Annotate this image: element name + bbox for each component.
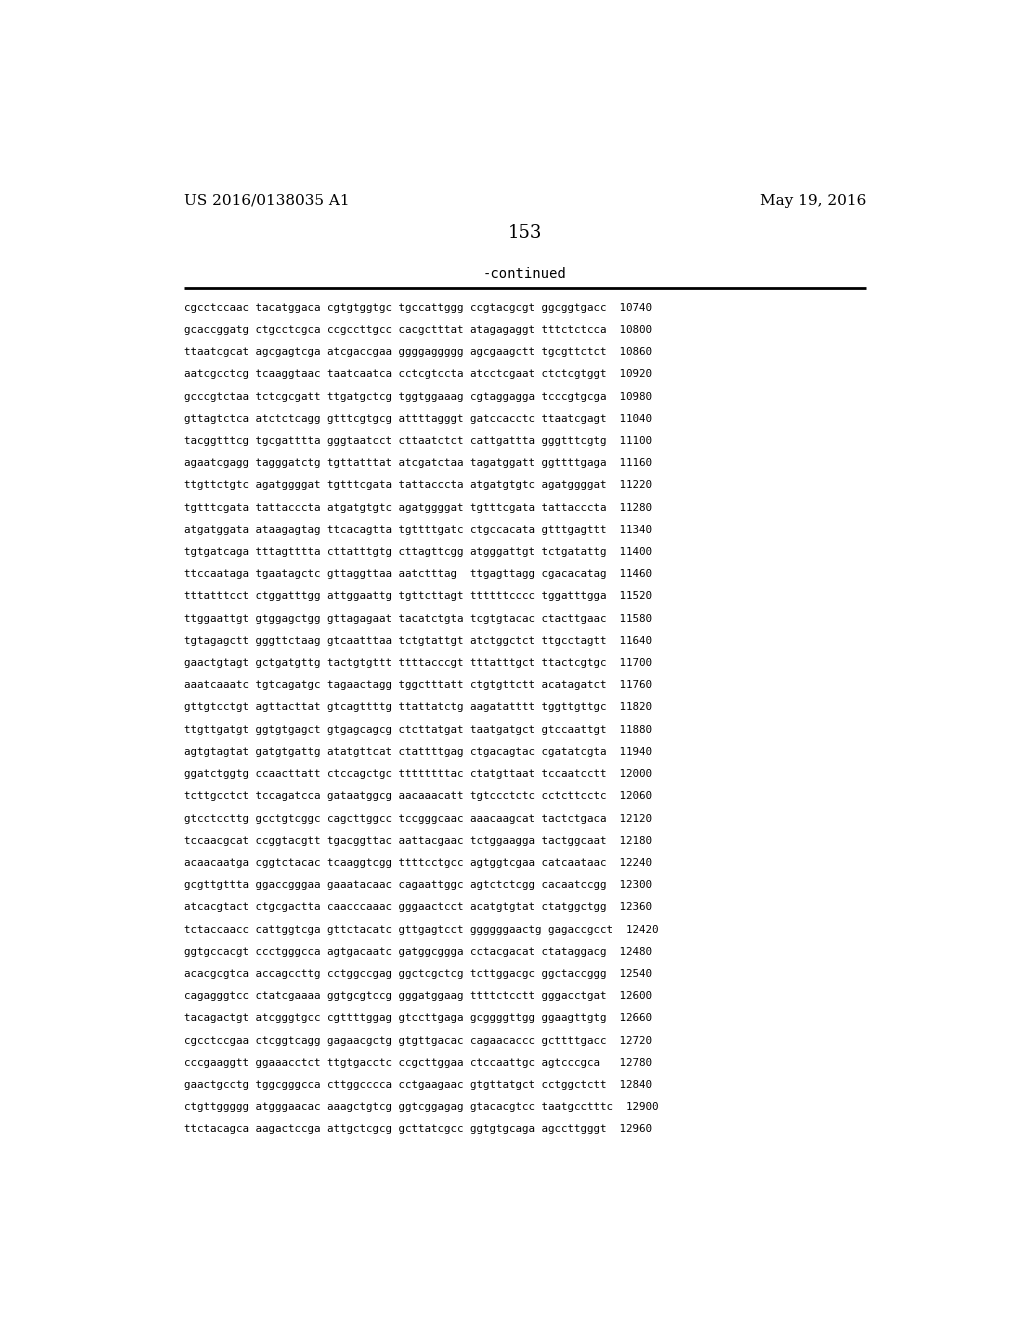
Text: tttatttcct ctggatttgg attggaattg tgttcttagt ttttttcccc tggatttgga  11520: tttatttcct ctggatttgg attggaattg tgttctt… [183, 591, 651, 602]
Text: ttccaataga tgaatagctc gttaggttaa aatctttag  ttgagttagg cgacacatag  11460: ttccaataga tgaatagctc gttaggttaa aatcttt… [183, 569, 651, 579]
Text: ttctacagca aagactccga attgctcgcg gcttatcgcc ggtgtgcaga agccttgggt  12960: ttctacagca aagactccga attgctcgcg gcttatc… [183, 1125, 651, 1134]
Text: tctaccaacc cattggtcga gttctacatc gttgagtcct ggggggaactg gagaccgcct  12420: tctaccaacc cattggtcga gttctacatc gttgagt… [183, 924, 658, 935]
Text: ttgttgatgt ggtgtgagct gtgagcagcg ctcttatgat taatgatgct gtccaattgt  11880: ttgttgatgt ggtgtgagct gtgagcagcg ctcttat… [183, 725, 651, 735]
Text: ttaatcgcat agcgagtcga atcgaccgaa ggggaggggg agcgaagctt tgcgttctct  10860: ttaatcgcat agcgagtcga atcgaccgaa ggggagg… [183, 347, 651, 358]
Text: May 19, 2016: May 19, 2016 [760, 194, 866, 209]
Text: ttggaattgt gtggagctgg gttagagaat tacatctgta tcgtgtacac ctacttgaac  11580: ttggaattgt gtggagctgg gttagagaat tacatct… [183, 614, 651, 623]
Text: gaactgcctg tggcgggcca cttggcccca cctgaagaac gtgttatgct cctggctctt  12840: gaactgcctg tggcgggcca cttggcccca cctgaag… [183, 1080, 651, 1090]
Text: aaatcaaatc tgtcagatgc tagaactagg tggctttatt ctgtgttctt acatagatct  11760: aaatcaaatc tgtcagatgc tagaactagg tggcttt… [183, 680, 651, 690]
Text: gcgttgttta ggaccgggaa gaaatacaac cagaattggc agtctctcgg cacaatccgg  12300: gcgttgttta ggaccgggaa gaaatacaac cagaatt… [183, 880, 651, 890]
Text: gtcctccttg gcctgtcggc cagcttggcc tccgggcaac aaacaagcat tactctgaca  12120: gtcctccttg gcctgtcggc cagcttggcc tccgggc… [183, 813, 651, 824]
Text: agaatcgagg tagggatctg tgttatttat atcgatctaa tagatggatt ggttttgaga  11160: agaatcgagg tagggatctg tgttatttat atcgatc… [183, 458, 651, 469]
Text: ggtgccacgt ccctgggcca agtgacaatc gatggcggga cctacgacat ctataggacg  12480: ggtgccacgt ccctgggcca agtgacaatc gatggcg… [183, 946, 651, 957]
Text: tacagactgt atcgggtgcc cgttttggag gtccttgaga gcggggttgg ggaagttgtg  12660: tacagactgt atcgggtgcc cgttttggag gtccttg… [183, 1014, 651, 1023]
Text: ggatctggtg ccaacttatt ctccagctgc ttttttttac ctatgttaat tccaatcctt  12000: ggatctggtg ccaacttatt ctccagctgc ttttttt… [183, 770, 651, 779]
Text: US 2016/0138035 A1: US 2016/0138035 A1 [183, 194, 349, 209]
Text: tacggtttcg tgcgatttta gggtaatcct cttaatctct cattgattta gggtttcgtg  11100: tacggtttcg tgcgatttta gggtaatcct cttaatc… [183, 436, 651, 446]
Text: ttgttctgtc agatggggat tgtttcgata tattacccta atgatgtgtc agatggggat  11220: ttgttctgtc agatggggat tgtttcgata tattacc… [183, 480, 651, 491]
Text: atcacgtact ctgcgactta caacccaaac gggaactcct acatgtgtat ctatggctgg  12360: atcacgtact ctgcgactta caacccaaac gggaact… [183, 903, 651, 912]
Text: tgtgatcaga tttagtttta cttatttgtg cttagttcgg atgggattgt tctgatattg  11400: tgtgatcaga tttagtttta cttatttgtg cttagtt… [183, 546, 651, 557]
Text: gttgtcctgt agttacttat gtcagttttg ttattatctg aagatatttt tggttgttgc  11820: gttgtcctgt agttacttat gtcagttttg ttattat… [183, 702, 651, 713]
Text: tgtttcgata tattacccta atgatgtgtc agatggggat tgtttcgata tattacccta  11280: tgtttcgata tattacccta atgatgtgtc agatggg… [183, 503, 651, 512]
Text: aatcgcctcg tcaaggtaac taatcaatca cctcgtccta atcctcgaat ctctcgtggt  10920: aatcgcctcg tcaaggtaac taatcaatca cctcgtc… [183, 370, 651, 379]
Text: gttagtctca atctctcagg gtttcgtgcg attttagggt gatccacctc ttaatcgagt  11040: gttagtctca atctctcagg gtttcgtgcg attttag… [183, 413, 651, 424]
Text: -continued: -continued [483, 267, 566, 281]
Text: acacgcgtca accagccttg cctggccgag ggctcgctcg tcttggacgc ggctaccggg  12540: acacgcgtca accagccttg cctggccgag ggctcgc… [183, 969, 651, 979]
Text: tccaacgcat ccggtacgtt tgacggttac aattacgaac tctggaagga tactggcaat  12180: tccaacgcat ccggtacgtt tgacggttac aattacg… [183, 836, 651, 846]
Text: ctgttggggg atgggaacac aaagctgtcg ggtcggagag gtacacgtcc taatgcctttc  12900: ctgttggggg atgggaacac aaagctgtcg ggtcgga… [183, 1102, 658, 1113]
Text: gaactgtagt gctgatgttg tactgtgttt ttttacccgt tttatttgct ttactcgtgc  11700: gaactgtagt gctgatgttg tactgtgttt ttttacc… [183, 659, 651, 668]
Text: cgcctccgaa ctcggtcagg gagaacgctg gtgttgacac cagaacaccc gcttttgacc  12720: cgcctccgaa ctcggtcagg gagaacgctg gtgttga… [183, 1036, 651, 1045]
Text: gcaccggatg ctgcctcgca ccgccttgcc cacgctttat atagagaggt tttctctcca  10800: gcaccggatg ctgcctcgca ccgccttgcc cacgctt… [183, 325, 651, 335]
Text: gcccgtctaa tctcgcgatt ttgatgctcg tggtggaaag cgtaggagga tcccgtgcga  10980: gcccgtctaa tctcgcgatt ttgatgctcg tggtgga… [183, 392, 651, 401]
Text: acaacaatga cggtctacac tcaaggtcgg ttttcctgcc agtggtcgaa catcaataac  12240: acaacaatga cggtctacac tcaaggtcgg ttttcct… [183, 858, 651, 869]
Text: tgtagagctt gggttctaag gtcaatttaa tctgtattgt atctggctct ttgcctagtt  11640: tgtagagctt gggttctaag gtcaatttaa tctgtat… [183, 636, 651, 645]
Text: cgcctccaac tacatggaca cgtgtggtgc tgccattggg ccgtacgcgt ggcggtgacc  10740: cgcctccaac tacatggaca cgtgtggtgc tgccatt… [183, 302, 651, 313]
Text: tcttgcctct tccagatcca gataatggcg aacaaacatt tgtccctctc cctcttcctc  12060: tcttgcctct tccagatcca gataatggcg aacaaac… [183, 791, 651, 801]
Text: atgatggata ataagagtag ttcacagtta tgttttgatc ctgccacata gtttgagttt  11340: atgatggata ataagagtag ttcacagtta tgttttg… [183, 525, 651, 535]
Text: 153: 153 [508, 224, 542, 243]
Text: cccgaaggtt ggaaacctct ttgtgacctc ccgcttggaa ctccaattgc agtcccgca   12780: cccgaaggtt ggaaacctct ttgtgacctc ccgcttg… [183, 1057, 651, 1068]
Text: cagagggtcc ctatcgaaaa ggtgcgtccg gggatggaag ttttctcctt gggacctgat  12600: cagagggtcc ctatcgaaaa ggtgcgtccg gggatgg… [183, 991, 651, 1001]
Text: agtgtagtat gatgtgattg atatgttcat ctattttgag ctgacagtac cgatatcgta  11940: agtgtagtat gatgtgattg atatgttcat ctatttt… [183, 747, 651, 756]
